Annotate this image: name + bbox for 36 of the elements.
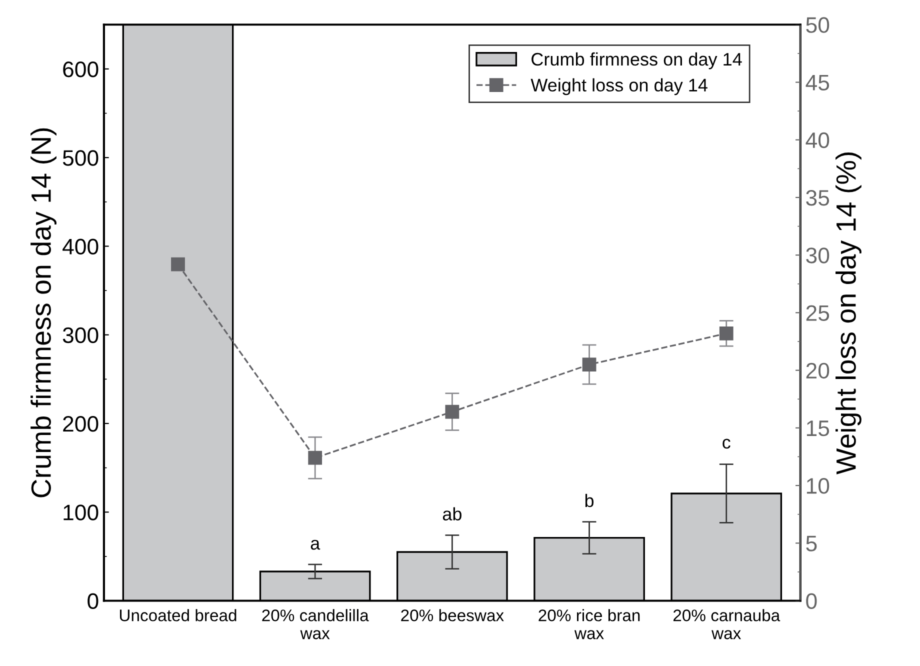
y2-tick-label: 50 — [806, 17, 830, 33]
y2-tick-label: 5 — [806, 536, 817, 552]
annotation: ab — [442, 507, 462, 520]
y2-axis-title: Weight loss on day 14 (%) — [836, 152, 862, 474]
y-axis-title: Crumb firmness on day 14 (N) — [30, 128, 56, 498]
y2-tick-label: 35 — [806, 190, 830, 206]
y2-tick-label: 20 — [806, 362, 830, 379]
y-tick-label: 400 — [62, 238, 98, 254]
y2-tick-label: 40 — [806, 132, 830, 148]
y2-tick-label: 10 — [806, 478, 830, 494]
y-tick-label: 200 — [63, 416, 98, 432]
legend-label: Weight loss on day 14 — [530, 78, 708, 96]
annotation: c — [722, 438, 730, 449]
point — [582, 358, 596, 372]
legend-label: Crumb firmness on day 14 — [532, 52, 742, 70]
y-tick-label: 500 — [62, 150, 98, 166]
y-tick-label: 0 — [88, 593, 98, 610]
annotation: b — [585, 494, 594, 508]
point — [445, 404, 460, 419]
y-tick-label: 100 — [64, 504, 98, 520]
annotation: a — [310, 540, 320, 550]
point — [171, 257, 185, 272]
y2-tick-label: 45 — [806, 75, 830, 91]
x-tick-label: 20% beeswax — [401, 609, 504, 622]
y-tick-label: 300 — [62, 327, 98, 344]
y2-tick-label: 0 — [806, 593, 817, 610]
y2-tick-label: 25 — [806, 305, 830, 321]
x-tick-label: 20% rice bran wax — [538, 609, 640, 640]
y2-tick-label: 15 — [806, 420, 830, 436]
x-tick-label: 20% candelilla wax — [262, 609, 369, 640]
y2-tick-label: 30 — [806, 248, 830, 264]
y-tick-label: 600 — [63, 61, 98, 78]
x-tick-label: 20% carnauba wax — [673, 609, 780, 640]
point — [719, 326, 734, 340]
x-tick-label: Uncoated bread — [120, 609, 236, 622]
point — [308, 450, 322, 465]
